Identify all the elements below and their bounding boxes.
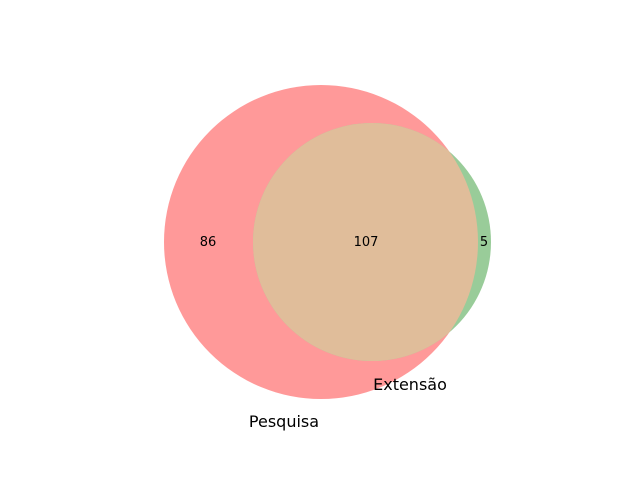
intersection-region bbox=[253, 123, 478, 361]
region-count-pesquisa-only: 86 bbox=[200, 235, 217, 250]
region-count-intersection: 107 bbox=[354, 235, 379, 250]
set-label-pesquisa: Pesquisa bbox=[249, 412, 319, 431]
set-label-extensao: Extensão bbox=[373, 375, 447, 394]
region-count-extensao-only: 5 bbox=[480, 235, 488, 250]
